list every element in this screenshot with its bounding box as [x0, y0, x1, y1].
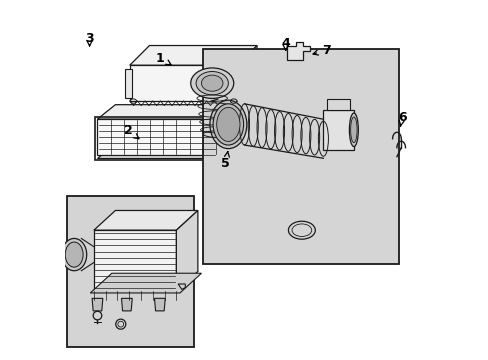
Polygon shape [97, 144, 233, 158]
Ellipse shape [349, 113, 358, 147]
Text: 5: 5 [221, 152, 230, 170]
Polygon shape [154, 298, 165, 311]
Text: 1: 1 [156, 51, 171, 65]
Ellipse shape [213, 104, 243, 145]
Polygon shape [176, 211, 198, 291]
Polygon shape [94, 230, 176, 291]
Polygon shape [90, 273, 201, 293]
Polygon shape [326, 99, 349, 110]
Ellipse shape [190, 68, 233, 98]
Ellipse shape [350, 117, 356, 143]
Ellipse shape [196, 72, 228, 95]
Polygon shape [125, 69, 131, 98]
Polygon shape [67, 196, 194, 347]
Text: 6: 6 [397, 111, 406, 127]
Polygon shape [237, 45, 257, 101]
Ellipse shape [209, 100, 246, 149]
Ellipse shape [201, 75, 223, 91]
Ellipse shape [65, 242, 83, 267]
Polygon shape [235, 69, 242, 98]
Polygon shape [129, 65, 237, 101]
Text: 2: 2 [123, 124, 139, 139]
Polygon shape [323, 110, 353, 149]
Polygon shape [121, 298, 132, 311]
Polygon shape [203, 49, 398, 264]
Text: 4: 4 [281, 36, 289, 50]
Polygon shape [94, 211, 198, 230]
Polygon shape [97, 119, 215, 155]
Polygon shape [129, 45, 257, 65]
Polygon shape [97, 105, 233, 119]
Text: 3: 3 [85, 32, 94, 45]
Text: 7: 7 [312, 44, 330, 57]
Ellipse shape [61, 238, 86, 271]
Polygon shape [286, 42, 309, 60]
Polygon shape [215, 105, 233, 155]
Polygon shape [92, 298, 102, 311]
Ellipse shape [216, 107, 240, 141]
